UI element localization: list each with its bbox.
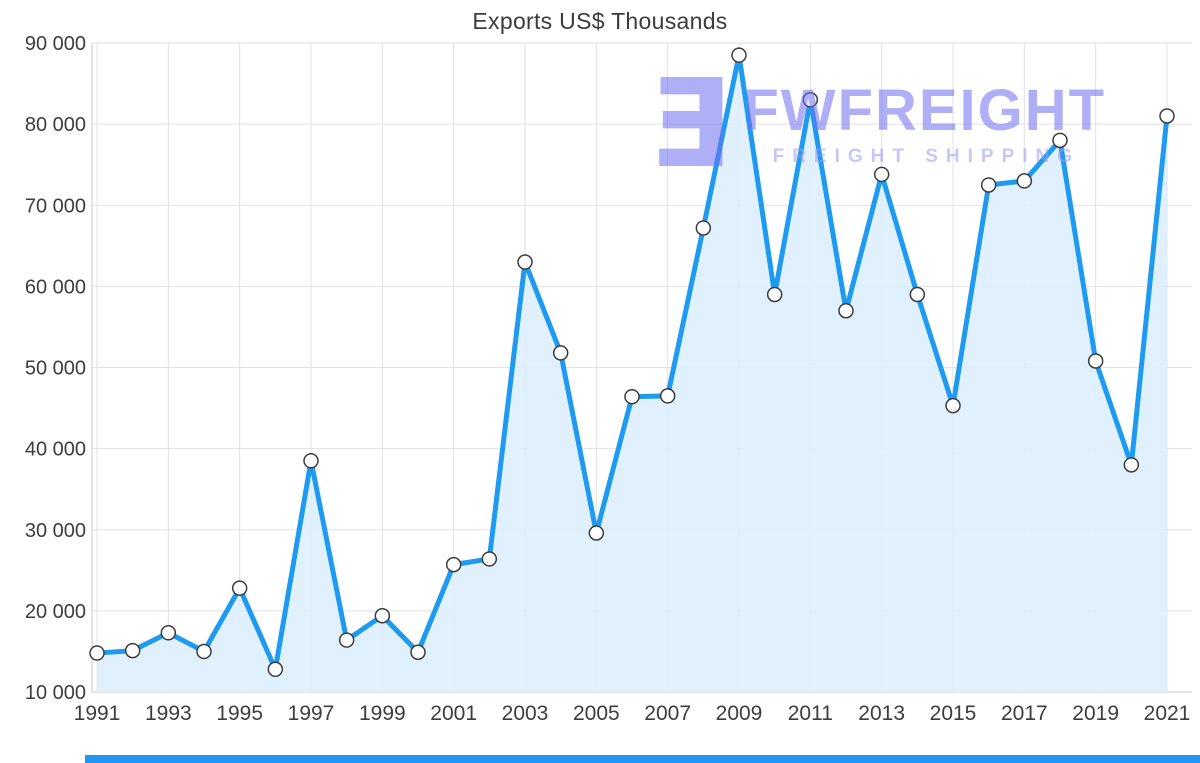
data-point-marker: [1016, 173, 1033, 189]
data-point-marker: [731, 47, 747, 63]
data-point-marker: [945, 397, 961, 414]
x-tick-label: 2019: [1072, 702, 1119, 725]
data-point-marker: [267, 661, 284, 678]
x-tick-label: 2011: [788, 702, 833, 725]
y-tick-label: 50 000: [25, 358, 86, 380]
data-point-marker: [909, 286, 926, 303]
area-fill: [97, 55, 1167, 692]
x-tick-label: 2005: [573, 702, 620, 725]
chart-title: Exports US$ Thousands: [472, 8, 728, 34]
data-point-marker: [1159, 108, 1175, 124]
x-tick-label: 1999: [359, 702, 406, 725]
data-point-marker: [695, 220, 712, 236]
data-point-marker: [873, 166, 890, 183]
data-point-marker: [374, 607, 391, 624]
x-tick-label: 2017: [1001, 702, 1048, 725]
data-point-marker: [231, 580, 248, 596]
data-point-marker: [160, 625, 177, 641]
x-tick-label: 2003: [502, 702, 549, 725]
data-point-marker: [303, 453, 319, 469]
data-point-marker: [552, 345, 569, 361]
y-tick-label: 80 000: [25, 114, 86, 136]
y-tick-label: 90 000: [25, 33, 86, 55]
x-tick-label: 2001: [430, 702, 477, 725]
x-tick-label: 2021: [1144, 702, 1191, 725]
y-tick-label: 40 000: [25, 439, 86, 461]
x-tick-label: 1991: [74, 702, 121, 725]
data-point-marker: [1087, 353, 1104, 369]
data-point-marker: [838, 302, 854, 319]
data-point-marker: [89, 645, 105, 661]
x-tick-label: 2015: [930, 702, 977, 725]
x-tick-label: 1993: [145, 702, 192, 725]
data-point-marker: [445, 556, 462, 573]
x-tick-label: 1995: [216, 702, 263, 725]
data-point-marker: [196, 643, 212, 660]
data-point-marker: [980, 177, 997, 193]
bottom-scrollbar[interactable]: [85, 755, 1200, 763]
data-point-marker: [517, 254, 533, 270]
data-point-marker: [766, 286, 783, 303]
y-tick-label: 20 000: [25, 601, 86, 623]
data-point-marker: [802, 92, 819, 108]
y-tick-label: 60 000: [25, 276, 86, 298]
data-point-marker: [481, 551, 498, 567]
data-point-marker: [624, 388, 640, 405]
data-point-marker: [124, 642, 141, 659]
data-point-marker: [410, 644, 426, 660]
y-tick-label: 30 000: [25, 520, 86, 542]
y-tick-label: 10 000: [25, 682, 86, 704]
data-point-marker: [1052, 132, 1068, 149]
x-tick-label: 1997: [288, 702, 335, 725]
data-point-marker: [338, 632, 355, 648]
data-point-marker: [588, 525, 605, 541]
data-point-marker: [659, 388, 676, 404]
data-point-marker: [1123, 457, 1140, 473]
x-tick-label: 2007: [644, 702, 691, 725]
x-tick-label: 2009: [716, 702, 763, 725]
y-tick-label: 70 000: [25, 195, 86, 217]
x-tick-label: 2013: [858, 702, 905, 725]
